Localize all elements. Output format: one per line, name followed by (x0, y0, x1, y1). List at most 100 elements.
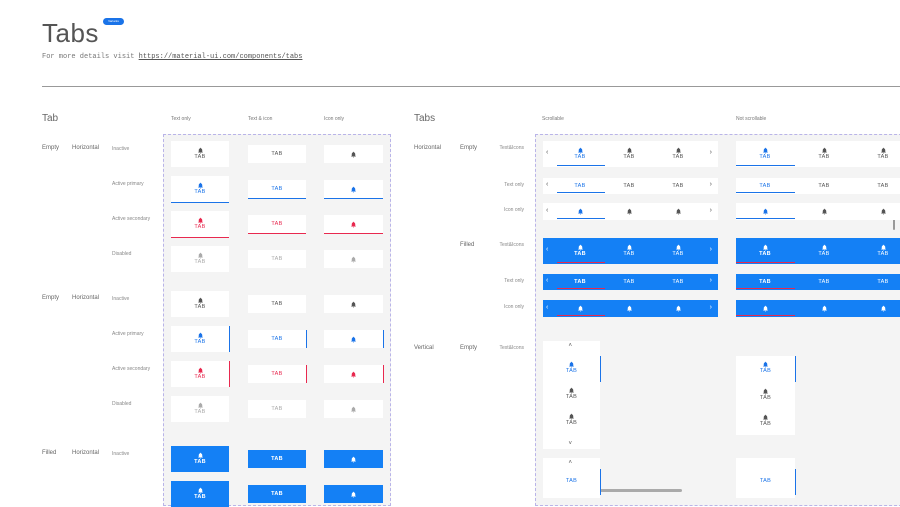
tab-item[interactable]: TAB (543, 408, 600, 432)
tab-both-active-secondary[interactable]: TAB (171, 211, 229, 238)
tab-item[interactable] (556, 300, 604, 317)
tab-item[interactable]: TAB (795, 178, 853, 194)
tab-item[interactable]: TAB (736, 356, 795, 380)
tab-icon-active-primary[interactable] (324, 330, 384, 348)
tab-icon-inactive[interactable] (324, 295, 383, 313)
chevron-left-icon[interactable]: ‹ (546, 149, 549, 156)
tab-item[interactable] (654, 300, 702, 317)
tab-item[interactable]: TAB (605, 141, 653, 167)
tab-text-disabled: TAB (248, 250, 306, 268)
tab-label: TAB (194, 374, 206, 380)
tab-item[interactable] (795, 300, 853, 317)
tab-item[interactable]: TAB (736, 274, 794, 290)
tab-item[interactable]: TAB (654, 274, 702, 290)
tab-both-inactive[interactable]: TAB (171, 446, 229, 472)
tab-item[interactable]: TAB (854, 238, 900, 264)
tab-both-inactive[interactable]: TAB (171, 141, 229, 167)
row-label: Text&Icons (499, 145, 524, 151)
chevron-up-icon[interactable]: ˄ (568, 460, 573, 466)
tab-item[interactable] (736, 203, 794, 220)
tab-item[interactable]: TAB (543, 469, 600, 493)
tab-item[interactable]: TAB (795, 274, 853, 290)
tab-item[interactable]: TAB (654, 141, 702, 167)
tab-item[interactable] (854, 300, 900, 317)
tab-label: TAB (623, 154, 635, 160)
tab-item[interactable] (736, 300, 794, 317)
tab-text-active-primary[interactable]: TAB (248, 330, 307, 348)
tab-both-inactive[interactable]: TAB (171, 291, 229, 317)
tab-text-inactive[interactable]: TAB (248, 145, 306, 163)
tab-both-active-primary[interactable]: TAB (171, 326, 230, 352)
tab-label: TAB (194, 189, 206, 195)
tab-item[interactable]: TAB (854, 141, 900, 167)
tab-item[interactable]: TAB (556, 178, 604, 194)
tab-item[interactable]: TAB (736, 178, 794, 194)
tab-item[interactable]: TAB (736, 469, 795, 493)
tab-indicator (795, 469, 796, 495)
tab-icon-inactive[interactable] (324, 145, 383, 163)
tab-item[interactable]: TAB (736, 409, 795, 433)
bell-icon (350, 301, 357, 308)
tab-text-active-primary[interactable]: TAB (248, 180, 306, 199)
tab-label: TAB (565, 477, 578, 484)
tab-item[interactable] (605, 203, 653, 220)
tab-item[interactable]: TAB (605, 238, 653, 264)
bell-icon (197, 217, 204, 224)
chevron-left-icon[interactable]: ‹ (546, 246, 549, 253)
tab-item[interactable] (556, 203, 604, 220)
tab-icon-state[interactable] (324, 485, 383, 503)
tab-item[interactable]: TAB (543, 382, 600, 406)
chevron-right-icon[interactable]: › (709, 181, 712, 188)
tab-icon-inactive[interactable] (324, 450, 383, 468)
chevron-right-icon[interactable]: › (709, 277, 712, 284)
tab-item[interactable] (854, 203, 900, 220)
tab-item[interactable]: TAB (543, 356, 600, 380)
tab-label: TAB (271, 405, 283, 412)
horizontal-scrollbar[interactable] (580, 489, 682, 492)
tab-item[interactable]: TAB (795, 238, 853, 264)
tab-item[interactable]: TAB (736, 141, 794, 167)
tab-text-inactive[interactable]: TAB (248, 450, 306, 468)
tab-item[interactable]: TAB (605, 178, 653, 194)
tab-both-active-primary[interactable]: TAB (171, 176, 229, 203)
tab-item[interactable]: TAB (854, 274, 900, 290)
docs-link[interactable]: https://material-ui.com/components/tabs (138, 53, 303, 61)
tab-both-state[interactable]: TAB (171, 481, 229, 507)
tab-item[interactable]: TAB (736, 238, 794, 264)
tab-item[interactable]: TAB (654, 238, 702, 264)
tab-item[interactable]: TAB (854, 178, 900, 194)
tab-icon-active-primary[interactable] (324, 180, 383, 199)
tab-item[interactable] (605, 300, 653, 317)
chevron-left-icon[interactable]: ‹ (546, 181, 549, 188)
chevron-left-icon[interactable]: ‹ (546, 206, 549, 214)
tab-item[interactable]: TAB (795, 141, 853, 167)
tab-text-active-secondary[interactable]: TAB (248, 215, 306, 234)
tab-icon-active-secondary[interactable] (324, 215, 383, 234)
chevron-left-icon[interactable]: ‹ (546, 303, 549, 311)
tab-item[interactable]: TAB (556, 238, 604, 264)
chevron-right-icon[interactable]: › (709, 206, 712, 214)
chevron-right-icon[interactable]: › (709, 303, 712, 311)
chevron-right-icon[interactable]: › (709, 246, 712, 253)
tab-text-state[interactable]: TAB (248, 485, 306, 503)
tab-icon-active-secondary[interactable] (324, 365, 384, 383)
chevron-left-icon[interactable]: ‹ (546, 277, 549, 284)
tab-icon-disabled (324, 400, 383, 418)
scrollable-tabs-bar: ‹ › (543, 300, 718, 317)
chevron-up-icon[interactable]: ˄ (568, 343, 573, 349)
tab-item[interactable]: TAB (556, 141, 604, 167)
tab-both-active-secondary[interactable]: TAB (171, 361, 230, 387)
tab-item[interactable] (654, 203, 702, 220)
tab-indicator (557, 288, 605, 289)
tab-item[interactable]: TAB (736, 383, 795, 407)
tab-indicator (795, 356, 796, 382)
tab-item[interactable]: TAB (556, 274, 604, 290)
tab-item[interactable]: TAB (605, 274, 653, 290)
tab-text-inactive[interactable]: TAB (248, 295, 306, 313)
chevron-right-icon[interactable]: › (709, 149, 712, 156)
tab-text-active-secondary[interactable]: TAB (248, 365, 307, 383)
tab-section-title: Tab (42, 113, 59, 124)
chevron-down-icon[interactable]: ˅ (568, 441, 573, 447)
tab-item[interactable] (795, 203, 853, 220)
tab-item[interactable]: TAB (654, 178, 702, 194)
